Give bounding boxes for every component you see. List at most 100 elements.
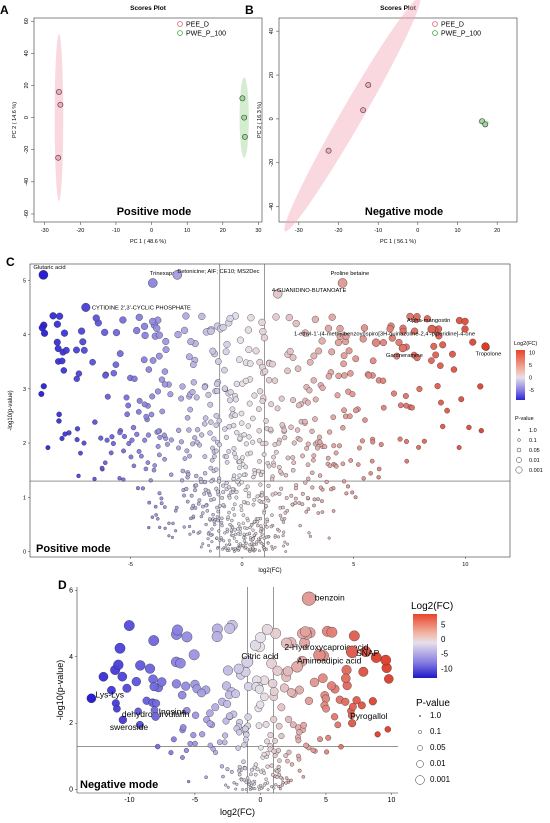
feature-point (281, 637, 292, 649)
feature-point (147, 525, 151, 530)
feature-point (368, 471, 373, 476)
size-legend-label: 0.01 (430, 759, 446, 768)
feature-point (430, 342, 438, 350)
feature-point (350, 490, 355, 495)
feature-point (224, 547, 228, 550)
feature-annotation: 1-ethyl-1'-(4-methylbenzoyl)spiro[3H-qui… (294, 332, 475, 338)
feature-point (262, 783, 266, 787)
feature-point (384, 726, 391, 733)
feature-point (284, 367, 291, 375)
feature-point (98, 671, 109, 682)
size-legend-label: 0.001 (430, 775, 451, 784)
feature-point (263, 548, 266, 552)
feature-point (222, 426, 228, 432)
feature-point (393, 352, 401, 360)
feature-point (252, 347, 260, 355)
size-legend-title: P-value (515, 416, 534, 422)
feature-point (341, 697, 350, 706)
feature-point (256, 358, 264, 366)
feature-point (199, 514, 204, 519)
labeled-feature-point (81, 302, 91, 312)
size-legend-label: 1.0 (430, 711, 442, 720)
feature-point (207, 544, 211, 547)
feature-point (261, 368, 269, 375)
feature-point (311, 453, 317, 458)
feature-point (196, 501, 201, 506)
feature-point (317, 439, 323, 445)
feature-point (290, 467, 296, 473)
feature-point (248, 525, 252, 530)
feature-point (320, 499, 324, 504)
feature-point (109, 434, 115, 440)
feature-point (376, 475, 381, 480)
feature-point (216, 509, 220, 514)
feature-point (290, 502, 295, 507)
feature-point (121, 433, 127, 439)
feature-point (209, 457, 215, 463)
feature-point (257, 388, 264, 395)
feature-point (145, 366, 153, 373)
feature-point (259, 440, 265, 446)
labeled-feature-point (172, 270, 183, 280)
labeled-feature-point (371, 338, 381, 347)
feature-point (136, 397, 143, 404)
feature-point (272, 313, 280, 321)
feature-cloud (98, 619, 394, 792)
feature-point (182, 456, 188, 461)
feature-point (225, 549, 229, 553)
feature-point (406, 312, 414, 321)
feature-point (252, 519, 257, 524)
feature-point (38, 324, 46, 332)
feature-point (236, 336, 245, 344)
feature-point (413, 313, 421, 321)
feature-point (277, 491, 282, 496)
feature-point (266, 781, 270, 785)
feature-point (219, 323, 227, 332)
y-tick-label: 4 (69, 654, 73, 661)
feature-point (273, 534, 277, 538)
feature-point (437, 362, 444, 369)
feature-point (247, 314, 255, 322)
feature-point (270, 715, 278, 723)
feature-point (156, 517, 160, 521)
feature-point (221, 385, 228, 392)
feature-point (312, 497, 317, 502)
feature-point (243, 736, 249, 743)
feature-point (266, 788, 270, 792)
feature-point (234, 532, 238, 536)
x-tick-label: 10 (462, 562, 468, 568)
feature-point (230, 525, 235, 530)
feature-point (232, 396, 239, 403)
feature-point (306, 476, 311, 481)
x-tick-label: -5 (192, 797, 198, 804)
feature-point (56, 411, 62, 418)
score-point (239, 95, 246, 102)
feature-point (246, 547, 250, 551)
feature-point (213, 750, 219, 756)
feature-point (303, 480, 308, 485)
feature-point (198, 312, 206, 320)
feature-point (315, 445, 320, 451)
feature-point (236, 729, 243, 736)
feature-point (241, 544, 245, 547)
feature-point (190, 732, 197, 739)
feature-point (101, 328, 109, 336)
feature-point (221, 774, 225, 779)
feature-point (269, 524, 273, 529)
feature-point (264, 496, 269, 501)
feature-point (255, 494, 260, 499)
feature-point (257, 459, 262, 464)
size-legend-marker (416, 760, 424, 768)
confidence-ellipse-pee-d (284, 0, 421, 232)
feature-point (242, 532, 246, 536)
feature-point (434, 383, 441, 390)
feature-point (357, 701, 366, 710)
feature-point (232, 412, 239, 419)
feature-point (272, 738, 278, 744)
feature-point (177, 690, 187, 700)
feature-point (248, 547, 252, 551)
feature-point (478, 428, 484, 434)
x-tick-label: 0 (241, 562, 244, 568)
feature-point (261, 452, 267, 457)
feature-point (327, 536, 331, 540)
